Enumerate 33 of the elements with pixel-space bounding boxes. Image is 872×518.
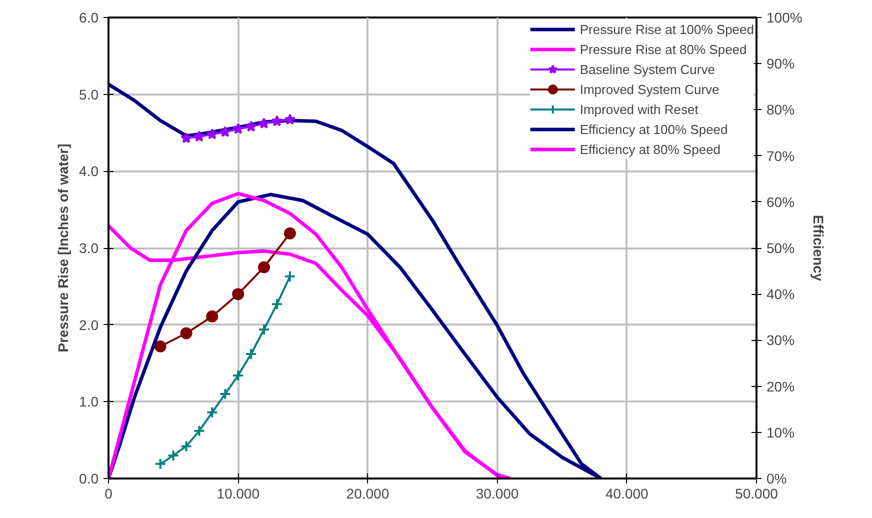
x-tick-label: 10.000 (216, 486, 260, 502)
y2-tick-label: 90% (766, 56, 795, 72)
x-tick-label: 20.000 (346, 486, 390, 502)
x-tick-label: 50.000 (735, 486, 778, 502)
y-tick-label: 3.0 (79, 240, 99, 256)
legend-label: Improved System Curve (580, 82, 720, 96)
legend-label: Pressure Rise at 100% Speed (580, 22, 754, 36)
y2-tick-label: 10% (766, 424, 795, 440)
y2-tick-label: 100% (766, 10, 802, 26)
legend-label: Efficiency at 80% Speed (580, 142, 721, 156)
legend-label: Efficiency at 100% Speed (580, 122, 728, 136)
y-tick-label: 4.0 (79, 163, 99, 180)
legend-label: Pressure Rise at 80% Speed (580, 42, 747, 56)
y2-tick-label: 0% (766, 470, 787, 486)
y-axis-title: Pressure Rise [Inches of water] (55, 144, 72, 352)
y-tick-label: 5.0 (79, 86, 99, 102)
y-tick-label: 2.0 (79, 316, 99, 333)
y-tick-label: 0.0 (79, 470, 99, 486)
x-tick-label: 30.000 (476, 486, 519, 502)
y2-tick-label: 30% (766, 332, 795, 348)
x-tick-label: 0 (104, 486, 113, 502)
y2-tick-label: 80% (766, 102, 795, 118)
y2-tick-label: 60% (766, 194, 795, 210)
y2-tick-label: 50% (766, 240, 795, 256)
y2-tick-label: 40% (766, 286, 795, 302)
legend-label: Improved with Reset (580, 102, 698, 116)
y-tick-label: 1.0 (79, 394, 99, 410)
y2-tick-label: 70% (766, 148, 795, 164)
y2-tick-label: 20% (766, 378, 795, 394)
x-tick-label: 40.000 (605, 486, 649, 502)
legend-label: Baseline System Curve (580, 62, 715, 76)
y-tick-label: 6.0 (79, 10, 99, 26)
y2-axis-title: Efficiency (810, 214, 826, 282)
